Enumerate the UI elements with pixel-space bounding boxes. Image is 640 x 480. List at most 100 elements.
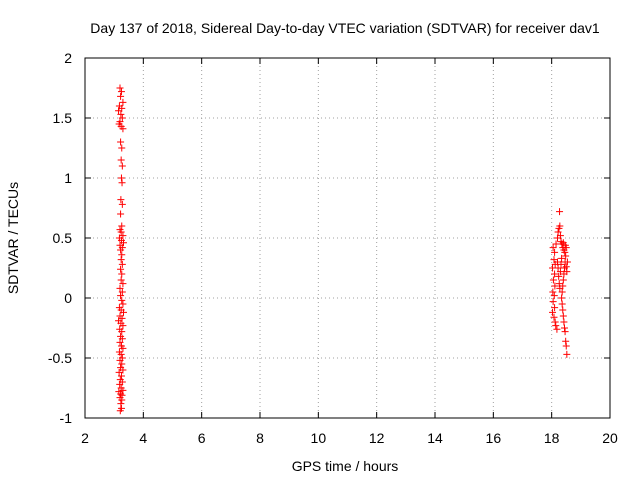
data-point-marker [119,98,127,106]
y-tick-label: 0.5 [53,230,73,246]
data-point-marker [561,241,569,249]
data-point-marker [117,350,125,358]
data-point-marker [119,366,127,374]
x-tick-label: 8 [256,430,264,446]
data-points [115,84,571,415]
data-point-marker [558,300,566,308]
data-point-marker [116,407,124,415]
x-tick-label: 18 [544,430,560,446]
data-point-marker [551,248,559,256]
data-point-marker [551,304,559,312]
data-point-marker [550,292,558,300]
data-point-marker [554,264,562,272]
x-tick-label: 16 [486,430,502,446]
data-point-marker [549,288,557,296]
data-point-marker [117,246,125,254]
x-tick-label: 10 [311,430,327,446]
data-point-marker [118,144,126,152]
data-point-marker [562,263,570,271]
data-point-marker [551,318,559,326]
data-point-marker [118,260,126,268]
data-point-marker [118,335,126,343]
data-point-marker [119,344,127,352]
data-point-marker [559,312,567,320]
data-point-marker [118,114,126,122]
data-point-marker [119,280,127,288]
data-point-marker [119,386,127,394]
data-point-marker [117,92,125,100]
data-point-marker [118,179,126,187]
data-point-marker [556,222,564,230]
data-point-marker [117,138,125,146]
data-point-marker [117,256,125,264]
data-point-marker [559,276,567,284]
data-point-marker [117,156,125,164]
x-axis-label: GPS time / hours [292,458,399,474]
data-point-marker [556,208,564,216]
data-point-marker [561,328,569,336]
data-point-marker [117,292,125,300]
data-point-marker [116,380,124,388]
data-point-marker [118,314,126,322]
data-point-marker [561,248,569,256]
data-point-marker [556,232,564,240]
y-axis-label: SDTVAR / TECUs [5,182,21,294]
chart-title: Day 137 of 2018, Sidereal Day-to-day VTE… [90,20,600,36]
data-point-marker [558,240,566,248]
data-point-marker [551,270,559,278]
data-point-marker [549,308,557,316]
data-point-marker [562,337,570,345]
data-point-marker [119,125,127,133]
data-point-marker [115,107,123,115]
data-point-marker [117,88,125,96]
data-point-marker [117,174,125,182]
data-point-marker [115,368,123,376]
data-point-marker [549,244,557,252]
data-point-marker [118,162,126,170]
data-point-marker [555,272,563,280]
data-point-marker [563,350,571,358]
data-point-marker [118,200,126,208]
data-point-marker [118,288,126,296]
data-point-marker [559,306,567,314]
y-tick-label: -0.5 [48,350,72,366]
y-tick-label: 1.5 [53,110,73,126]
data-point-marker [118,251,126,259]
data-point-marker [549,276,557,284]
data-point-marker [558,294,566,302]
data-point-marker [563,268,571,276]
data-point-marker [117,265,125,273]
axis-ticks: 2 4 6 8 10 12 14 16 18 20 -1 -0.5 0 0.5 1 1.5 2 [48,50,618,446]
data-point-marker [117,276,125,284]
data-point-marker [561,264,568,272]
data-point-marker [556,284,564,292]
data-point-marker [558,254,566,262]
x-tick-label: 14 [427,430,443,446]
data-point-marker [118,396,126,404]
data-point-marker [563,258,571,266]
data-point-marker [555,280,563,288]
data-point-marker [120,308,127,316]
data-point-marker [119,322,127,330]
data-point-marker [549,298,557,306]
data-point-marker [118,296,126,304]
data-point-marker [554,228,562,236]
x-tick-label: 6 [198,430,206,446]
data-point-marker [118,222,126,230]
y-tick-label: 2 [64,50,72,66]
data-point-marker [117,210,125,218]
y-tick-label: 0 [64,290,72,306]
data-point-marker [116,84,124,92]
data-point-marker [551,282,559,290]
data-point-marker [116,338,124,346]
data-point-marker [117,400,125,408]
data-point-marker [116,284,124,292]
x-tick-label: 4 [139,430,147,446]
data-point-marker [119,300,127,308]
data-point-marker [117,390,125,398]
data-point-marker [550,313,558,321]
data-point-marker [553,325,561,333]
data-point-marker [116,356,124,364]
